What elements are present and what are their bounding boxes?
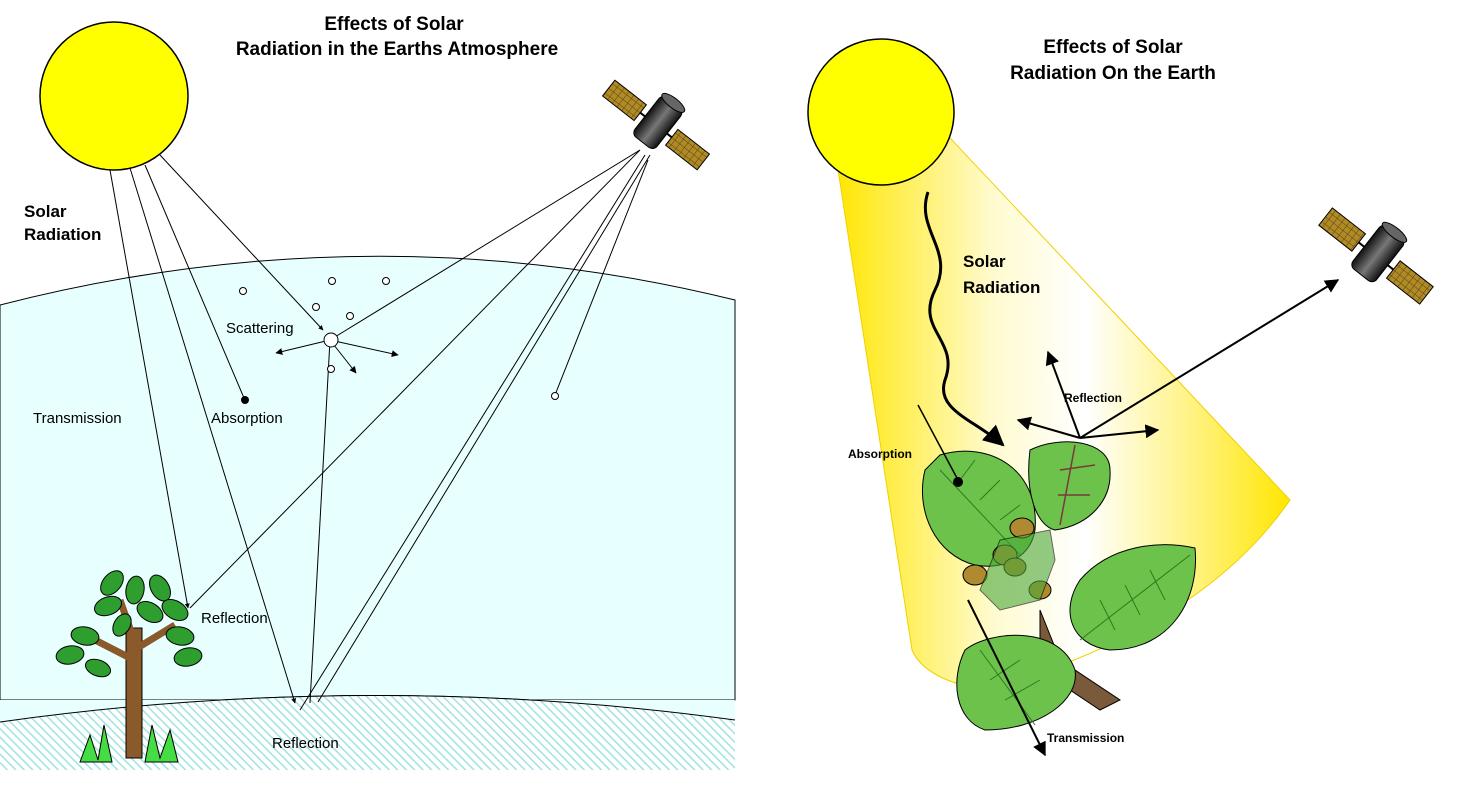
air-particles bbox=[239, 277, 559, 400]
transmission-label: Transmission bbox=[33, 410, 122, 427]
left-solar-label-line2: Radiation bbox=[24, 225, 101, 244]
right-panel: Effects of Solar Radiation On the Earth … bbox=[807, 37, 1434, 757]
left-title-line1: Effects of Solar bbox=[324, 14, 464, 35]
left-panel: Effects of Solar Radiation in the Earths… bbox=[0, 14, 736, 770]
absorption-label: Absorption bbox=[211, 410, 283, 427]
right-solar-label-line1: Solar bbox=[963, 252, 1006, 271]
sun bbox=[807, 38, 955, 186]
tree-icon bbox=[55, 570, 203, 763]
solar-radiation-wave bbox=[923, 191, 1005, 447]
reflection-tree-label: Reflection bbox=[201, 610, 268, 627]
right-solar-label-line2: Radiation bbox=[963, 278, 1040, 297]
plant-icon bbox=[921, 441, 1197, 731]
scattering-label: Scattering bbox=[226, 320, 294, 337]
absorption-particle bbox=[241, 396, 249, 404]
right-reflection-label: Reflection bbox=[1064, 391, 1122, 405]
right-title-line1: Effects of Solar bbox=[1043, 37, 1183, 58]
sun bbox=[39, 21, 189, 171]
right-absorption-label: Absorption bbox=[848, 447, 912, 461]
satellite bbox=[601, 79, 711, 171]
left-solar-label-line1: Solar bbox=[24, 202, 67, 221]
sun-rays bbox=[109, 154, 324, 704]
scattering-center bbox=[275, 332, 399, 704]
left-title-line2: Radiation in the Earths Atmosphere bbox=[236, 39, 558, 60]
atmosphere-region bbox=[0, 255, 736, 701]
absorption-dot bbox=[953, 477, 963, 487]
reflection-arrows bbox=[1016, 279, 1340, 439]
reflection-ground-label: Reflection bbox=[272, 735, 339, 752]
satellite-lines bbox=[189, 149, 651, 711]
satellite bbox=[1318, 207, 1434, 305]
leaf-bottom bbox=[956, 634, 1076, 731]
right-title-line2: Radiation On the Earth bbox=[1010, 63, 1216, 84]
leaf-upper-right bbox=[1028, 441, 1111, 531]
right-transmission-label: Transmission bbox=[1047, 731, 1124, 745]
light-beam bbox=[834, 121, 1291, 691]
